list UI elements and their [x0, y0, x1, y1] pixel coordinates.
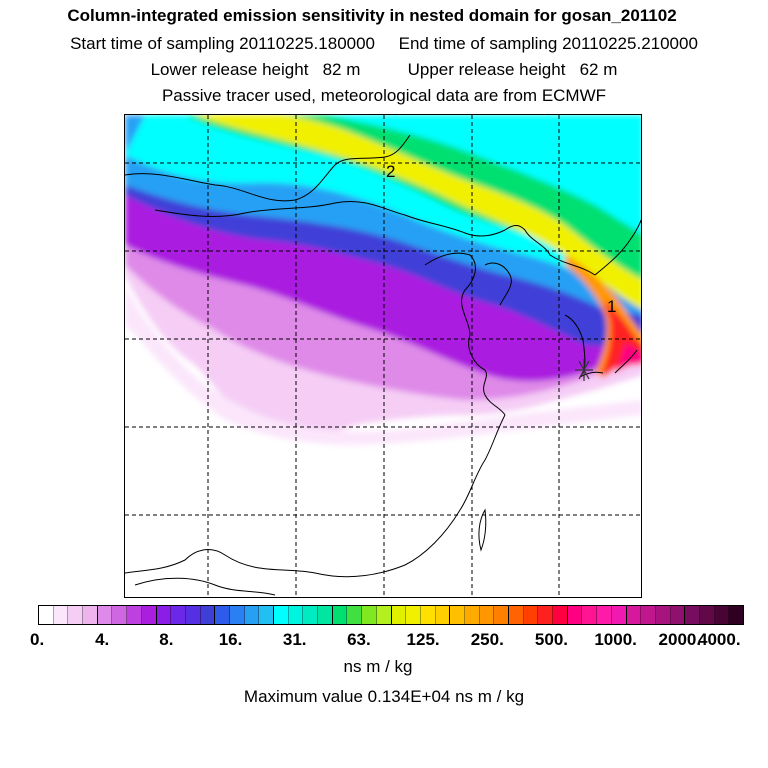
colorbar-cell	[215, 606, 230, 624]
colorbar-cell	[479, 606, 495, 624]
colorbar-cell	[376, 606, 392, 624]
coastlines	[125, 134, 641, 596]
colorbar-tick-label: 2000.	[658, 630, 702, 649]
annotation-1: 1	[607, 297, 616, 316]
units-label: ns m / kg	[343, 657, 413, 676]
colorbar-cell	[597, 606, 612, 624]
colorbar-cell	[259, 606, 274, 624]
colorbar-tick-label: 4.	[95, 630, 110, 649]
colorbar-cell	[626, 606, 642, 624]
colorbar-tick-label: 125.	[406, 630, 440, 649]
colorbar-cell	[303, 606, 319, 624]
colorbar-cell	[391, 606, 407, 624]
field-cyan	[125, 115, 641, 295]
colorbar-cell	[244, 606, 260, 624]
colorbar-cell	[435, 606, 451, 624]
field-pink	[615, 343, 641, 373]
colorbar-cell	[362, 606, 377, 624]
colorbar-cell	[582, 606, 598, 624]
colorbar-cell	[611, 606, 627, 624]
colorbar-tick-label: 31.	[282, 630, 307, 649]
colorbar-cell	[538, 606, 554, 624]
colorbar	[38, 605, 744, 625]
colorbar-cell	[200, 606, 216, 624]
colorbar-cell	[185, 606, 201, 624]
colorbar-tick-label: 8.	[159, 630, 174, 649]
colorbar-cell	[406, 606, 421, 624]
colorbar-cell	[699, 606, 715, 624]
colorbar-cell	[553, 606, 568, 624]
colorbar-cell	[641, 606, 656, 624]
colorbar-cell	[318, 606, 333, 624]
colorbar-tick-label: 63.	[347, 630, 371, 649]
colorbar-tick-label: 4000.	[698, 630, 741, 649]
colorbar-cell	[655, 606, 671, 624]
release-height-line: Lower release height 82 m Upper release …	[150, 60, 618, 79]
field-green	[185, 115, 641, 295]
colorbar-cell	[97, 606, 113, 624]
lat-lon-grid	[125, 115, 641, 597]
maximum-value-label: Maximum value 0.134E+04 ns m / kg	[243, 687, 525, 706]
colorbar-cell	[229, 606, 245, 624]
colorbar-cell	[494, 606, 509, 624]
colorbar-cell	[347, 606, 363, 624]
colorbar-cell	[171, 606, 186, 624]
colorbar-cell	[112, 606, 128, 624]
colorbar-cell	[332, 606, 348, 624]
colorbar-cell	[83, 606, 98, 624]
colorbar-cell	[274, 606, 289, 624]
annotation-2: 2	[386, 162, 395, 181]
colorbar-tick-label: 16.	[218, 630, 243, 649]
colorbar-cell	[450, 606, 465, 624]
colorbar-cell	[729, 606, 743, 624]
colorbar-tick-label: 0.	[30, 630, 45, 649]
colorbar-cell	[420, 606, 436, 624]
colorbar-cell	[567, 606, 583, 624]
chart-title: Column-integrated emission sensitivity i…	[67, 6, 677, 25]
colorbar-cell	[714, 606, 730, 624]
colorbar-cell	[156, 606, 172, 624]
tracer-info-line: Passive tracer used, meteorological data…	[161, 86, 607, 105]
colorbar-cell	[509, 606, 524, 624]
colorbar-cell	[288, 606, 304, 624]
sensitivity-field	[125, 115, 641, 597]
colorbar-tick-label: 250.	[470, 630, 504, 649]
colorbar-cell	[39, 606, 54, 624]
colorbar-cell	[127, 606, 142, 624]
colorbar-cell	[464, 606, 480, 624]
colorbar-cell	[523, 606, 539, 624]
release-site-marker	[575, 359, 593, 381]
colorbar-cell	[68, 606, 84, 624]
colorbar-cell	[141, 606, 157, 624]
colorbar-cell	[53, 606, 69, 624]
colorbar-tick-label: 500.	[534, 630, 568, 649]
sampling-time-line: Start time of sampling 20110225.180000 E…	[70, 34, 698, 53]
colorbar-tick-label: 1000.	[594, 630, 637, 649]
colorbar-cell	[685, 606, 700, 624]
map-plot: 1 2	[124, 114, 642, 598]
colorbar-cell	[670, 606, 686, 624]
